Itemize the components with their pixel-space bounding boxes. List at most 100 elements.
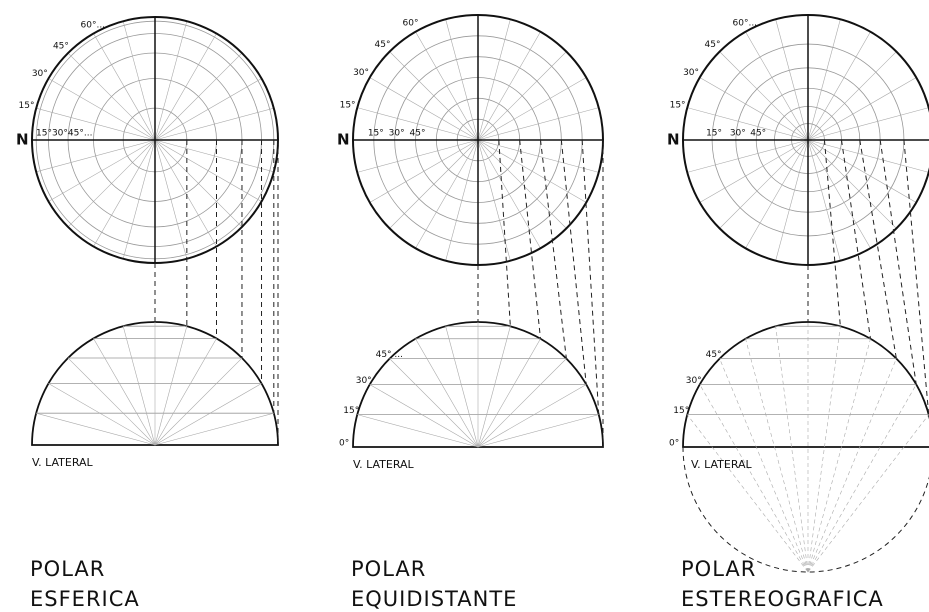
meridian <box>154 139 274 173</box>
meridian <box>477 51 567 141</box>
meridian <box>415 139 479 249</box>
axis-label: 15° <box>368 129 384 139</box>
lateral-ray <box>477 384 587 448</box>
lateral-caption: V. LATERAL <box>353 458 415 471</box>
meridian <box>807 139 897 229</box>
projection-circle <box>682 446 929 573</box>
meridian <box>154 33 217 141</box>
meridian <box>415 31 479 141</box>
panel-title: ESFERICA <box>30 587 140 611</box>
lateral-label: 30° <box>356 376 372 386</box>
meridian <box>154 139 243 228</box>
axis-label: 45° <box>410 129 426 139</box>
meridian <box>36 107 156 141</box>
lateral-ray <box>154 338 217 446</box>
meridian <box>48 78 156 141</box>
meridian <box>154 139 217 247</box>
projection-line <box>903 139 929 415</box>
lateral-label: 0° <box>669 439 679 449</box>
rim-label: 45° <box>705 40 721 50</box>
axis-label: 30° <box>389 129 405 139</box>
meridian <box>36 139 156 173</box>
meridian <box>775 19 809 141</box>
lateral-label: 15° <box>673 406 689 416</box>
panel-title: POLAR <box>351 557 426 581</box>
north-label: N <box>16 131 29 149</box>
rim-label: 15° <box>340 101 356 111</box>
lateral-label: 45° ... <box>376 350 403 360</box>
rim-label: 15° <box>19 101 35 111</box>
rim-label: 60° <box>403 19 419 29</box>
rim-label: 30° <box>32 69 48 79</box>
projection-line <box>581 139 600 415</box>
meridian <box>699 77 809 141</box>
meridian <box>477 139 599 173</box>
panel-title: EQUIDISTANTE <box>351 587 517 611</box>
rim-label: 30° <box>353 68 369 78</box>
meridian <box>719 51 809 141</box>
projection-line <box>498 139 511 327</box>
lateral-ray <box>807 338 871 573</box>
meridian <box>687 139 809 173</box>
meridian <box>154 78 262 141</box>
meridian <box>477 139 587 203</box>
lateral-ray <box>699 384 809 573</box>
lateral-ray <box>369 384 479 448</box>
axis-label: 30° <box>730 129 746 139</box>
axis-label: 45° <box>750 129 766 139</box>
projection-line <box>519 139 541 339</box>
meridian <box>48 139 156 202</box>
meridian <box>477 77 587 141</box>
panel-title: POLAR <box>30 557 105 581</box>
lateral-semicircle <box>682 321 929 448</box>
lateral-ray <box>154 357 243 446</box>
meridian <box>719 139 809 229</box>
meridian <box>745 31 809 141</box>
meridian <box>699 139 809 203</box>
lateral-ray <box>445 326 479 448</box>
meridian <box>807 31 871 141</box>
meridian <box>122 139 156 259</box>
lateral-ray <box>719 358 809 573</box>
meridian <box>807 107 929 141</box>
lateral-ray <box>807 358 897 573</box>
axis-label: 15° <box>706 129 722 139</box>
projection-line <box>540 139 567 359</box>
meridian <box>807 51 897 141</box>
meridian <box>477 139 541 249</box>
lateral-ray <box>48 383 156 446</box>
lateral-label: 45° <box>706 350 722 360</box>
lateral-ray <box>477 338 541 448</box>
meridian <box>67 52 156 141</box>
meridian <box>122 21 156 141</box>
rim-label: 30° <box>683 68 699 78</box>
meridian <box>807 139 871 249</box>
meridian <box>369 139 479 203</box>
lateral-label: 15° <box>343 406 359 416</box>
meridian <box>445 19 479 141</box>
projection-line <box>859 139 897 359</box>
meridian <box>477 139 567 229</box>
lateral-ray <box>687 414 809 573</box>
lateral-ray <box>357 414 479 448</box>
lateral-ray <box>477 326 511 448</box>
meridian <box>807 77 917 141</box>
lateral-ray <box>93 338 156 446</box>
meridian <box>357 139 479 173</box>
meridian <box>445 139 479 261</box>
lateral-caption: V. LATERAL <box>32 456 94 469</box>
meridian <box>477 19 511 141</box>
meridian <box>389 51 479 141</box>
projection-line <box>823 139 841 327</box>
meridian <box>687 107 809 141</box>
meridian <box>745 139 809 249</box>
lateral-ray <box>807 326 841 573</box>
rim-label: 15° <box>670 101 686 111</box>
lateral-ray <box>477 414 599 448</box>
lateral-ray <box>154 412 274 446</box>
meridian <box>807 139 841 261</box>
meridian <box>389 139 479 229</box>
lateral-ray <box>389 358 479 448</box>
meridian <box>93 139 156 247</box>
